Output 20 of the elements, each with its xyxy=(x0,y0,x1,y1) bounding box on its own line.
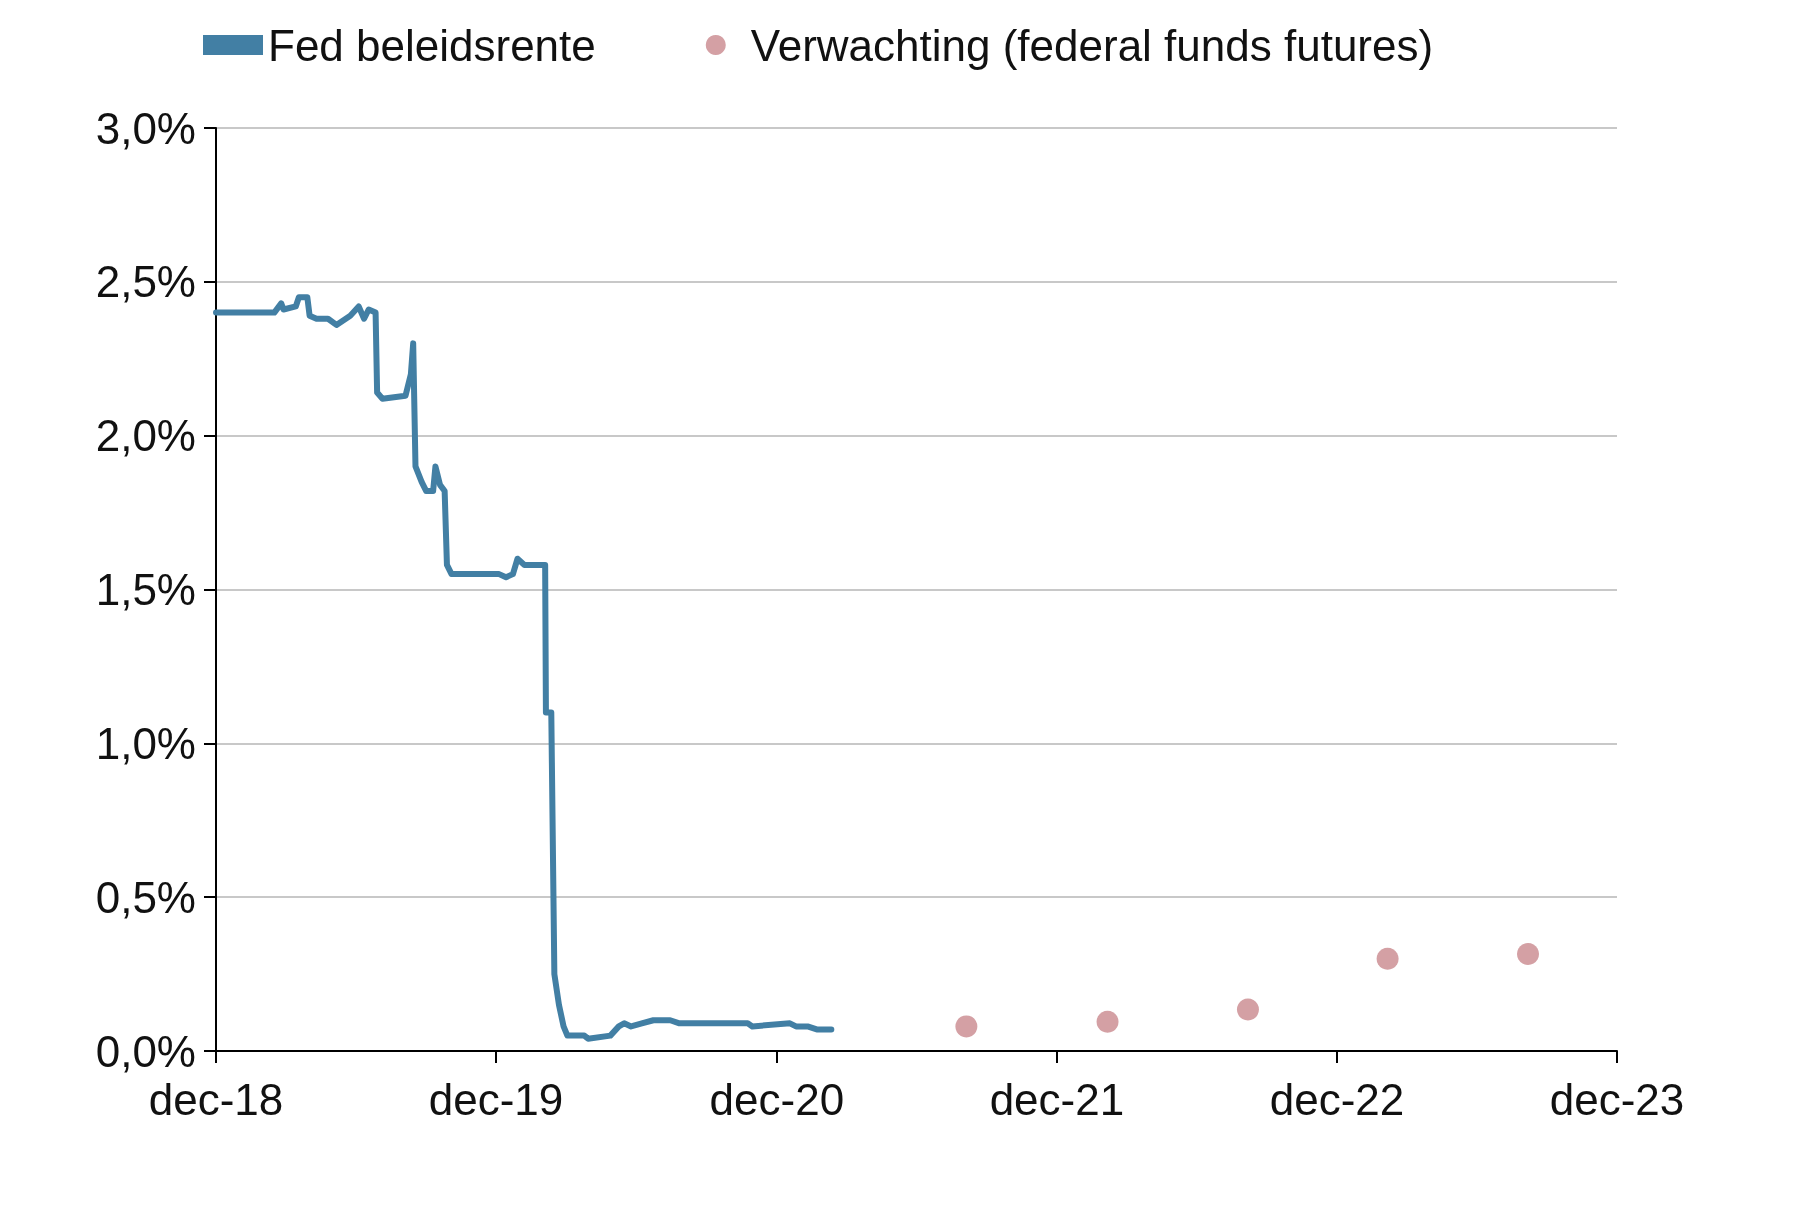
x-tick-label: dec-19 xyxy=(428,1074,564,1124)
x-tick-label: dec-23 xyxy=(1549,1074,1685,1124)
y-tick-label: 2,5% xyxy=(95,257,196,307)
x-tick-label: dec-22 xyxy=(1269,1074,1405,1124)
point xyxy=(1376,947,1399,970)
y-tick-label: 1,0% xyxy=(95,718,196,768)
point xyxy=(1517,943,1539,966)
y-tick-label: 3,0% xyxy=(95,103,196,153)
x-tick-label: dec-20 xyxy=(709,1074,845,1124)
y-tick-label: 1,5% xyxy=(95,565,196,614)
point xyxy=(955,1015,978,1038)
y-tick-label: 0,0% xyxy=(95,1026,196,1076)
x-tick-label: dec-18 xyxy=(148,1074,284,1124)
y-tick-label: 0,5% xyxy=(95,872,196,922)
x-tick-label: dec-21 xyxy=(989,1074,1125,1124)
legend-label: Verwachting (federal funds futures) xyxy=(750,20,1434,70)
legend-label: Fed beleidsrente xyxy=(268,20,596,70)
y-tick-label: 2,0% xyxy=(95,411,196,461)
point xyxy=(1096,1010,1119,1033)
point xyxy=(1236,998,1259,1021)
